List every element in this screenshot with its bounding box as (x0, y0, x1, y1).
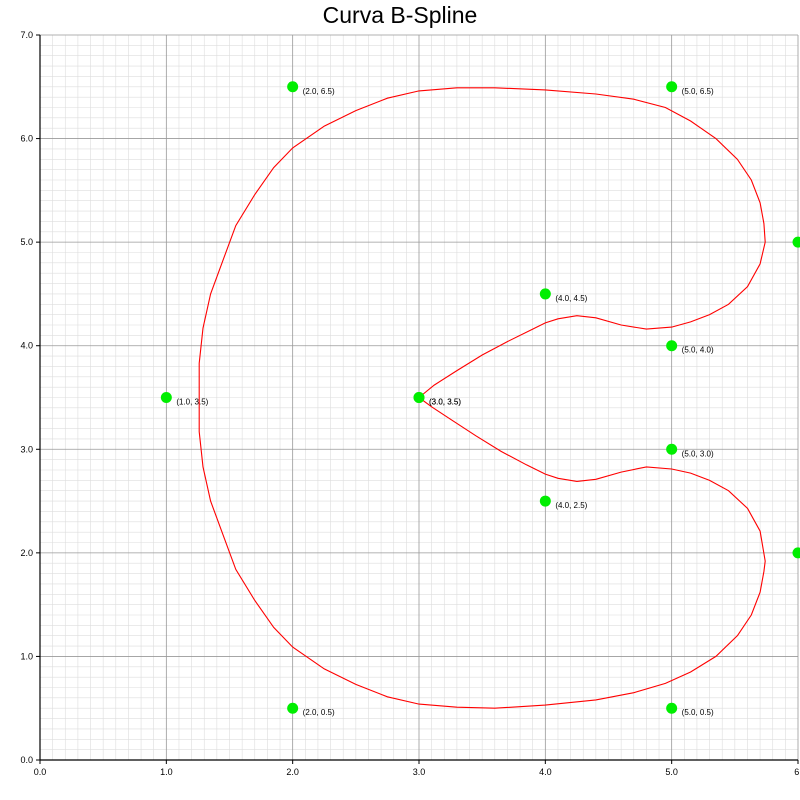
y-tick-label: 7.0 (20, 30, 33, 40)
y-tick-label: 2.0 (20, 548, 33, 558)
x-tick-label: 4.0 (539, 767, 552, 777)
control-point (539, 288, 551, 300)
control-point-label: (5.0, 3.0) (682, 449, 714, 458)
y-tick-label: 0.0 (20, 755, 33, 765)
control-point (287, 81, 299, 93)
control-point-label: (4.0, 2.5) (555, 501, 587, 510)
control-point-label: (2.0, 0.5) (303, 708, 335, 717)
control-points-layer: (3.0, 3.5) (4.0, 4.5) (5.0, 4.0) (5.0, 6.5)… (160, 81, 800, 717)
control-point-label: (5.0, 6.5) (682, 87, 714, 96)
y-tick-label: 1.0 (20, 651, 33, 661)
control-point-label: (4.0, 4.5) (555, 294, 587, 303)
control-point (160, 392, 172, 403)
control-point-label: (3.0, 3.5) (429, 398, 461, 407)
control-point-label: (1.0, 3.5) (176, 398, 208, 407)
y-tick-label: 4.0 (20, 341, 33, 351)
control-point (539, 495, 551, 507)
control-point (666, 81, 678, 93)
control-point (666, 443, 678, 455)
control-point-label: (5.0, 4.0) (682, 346, 714, 355)
x-tick-label: 2.0 (286, 767, 299, 777)
x-tick-label: 0.0 (34, 767, 47, 777)
control-point-label: (2.0, 6.5) (303, 87, 335, 96)
y-tick-label: 3.0 (20, 444, 33, 454)
control-point (792, 547, 800, 559)
control-point (287, 702, 299, 714)
curve-layer (198, 87, 766, 709)
control-point-label: (3.0, 3.5) (429, 398, 461, 407)
control-point-label: (5.0, 0.5) (682, 708, 714, 717)
x-tick-label: 1.0 (160, 767, 173, 777)
x-tick-label: 6. (794, 767, 800, 777)
x-tick-label: 5.0 (665, 767, 678, 777)
control-point (666, 340, 678, 352)
y-tick-label: 6.0 (20, 134, 33, 144)
bspline-curve (198, 87, 766, 709)
y-tick-label: 5.0 (20, 237, 33, 247)
x-tick-label: 3.0 (413, 767, 426, 777)
control-point (792, 236, 800, 248)
chart-title: Curva B-Spline (322, 2, 478, 28)
control-point (666, 702, 678, 714)
control-point (413, 392, 425, 403)
axes (36, 34, 799, 764)
tick-labels: 0.0 1.0 2.0 3.0 4.0 5.0 6. 0.0 1.0 2.0 3.0 4.0 5.0 6.… (20, 30, 800, 777)
